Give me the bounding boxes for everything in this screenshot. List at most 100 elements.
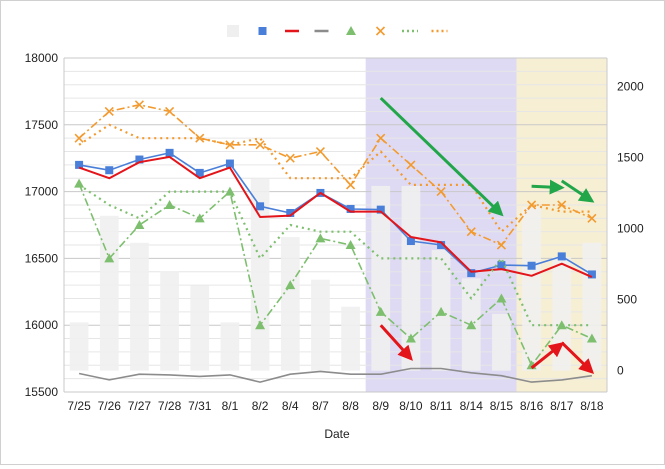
legend-bar-swatch [227,25,239,37]
triangle-marker [164,199,175,209]
triangle-marker [104,253,115,263]
green-trend-arrow [560,179,595,203]
series-line-gray-line [78,367,593,383]
green-trend-arrow [379,96,504,217]
x-marker [195,133,205,143]
square-marker [135,155,144,164]
square-marker [165,148,174,157]
square-marker [527,261,536,270]
series-line-close [78,152,593,276]
volume-bar [371,185,391,371]
square-marker [256,202,265,211]
volume-bar [311,279,330,371]
x-tick-label: 8/14 [460,399,484,413]
triangle-marker [496,293,507,303]
square-marker [346,204,355,213]
x-marker [436,187,446,197]
y2-tick-label: 500 [617,293,637,307]
x-marker [557,200,567,210]
x-tick-label: 8/16 [520,399,544,413]
series-line-ma-red [78,155,593,279]
legend [227,25,448,37]
triangle-marker [436,306,447,316]
x-marker [376,133,386,143]
y-tick-label: 16500 [25,251,59,265]
x-tick-label: 8/8 [342,399,359,413]
square-marker [467,269,476,278]
square-marker [376,205,385,214]
axes: 15500 16000 16500 17000 17500 18000 0 500 1000 15… [25,51,644,413]
y-tick-label: 17000 [25,185,59,199]
red-trend-arrow [530,342,565,370]
x-marker [74,133,84,143]
red-trend-arrow [560,341,595,375]
volume-bar [69,322,89,371]
x-marker [104,106,114,117]
x-tick-label: 7/27 [128,399,152,413]
square-marker [286,208,295,217]
x-marker [134,100,144,110]
x-tick-label: 8/7 [312,399,329,413]
x-marker [315,146,325,157]
y-tick-label: 16000 [25,318,59,332]
series-lines [74,100,597,383]
triangle-marker [586,333,597,343]
volume-bar [160,271,179,371]
gridlines [63,57,608,393]
x-marker [225,140,235,150]
y2-tick-label: 1000 [617,222,644,236]
volume-bar [492,313,511,371]
volume-bar [220,322,240,371]
x-marker [165,106,175,117]
y-tick-label: 18000 [25,51,59,65]
volume-bar [401,185,421,371]
x-marker [285,153,295,163]
square-marker [105,166,114,175]
y2-tick-label: 0 [617,364,624,378]
y2-tick-label: 1500 [617,150,644,164]
x-tick-label: 8/11 [430,399,453,413]
square-marker [195,168,204,177]
y-tick-label: 17500 [25,118,59,132]
square-marker [587,270,596,279]
triangle-marker [405,333,416,343]
x-marker [587,213,597,223]
red-trend-arrow [379,324,413,361]
triangle-marker [315,233,326,243]
x-marker [406,160,416,170]
x-tick-label: 8/17 [550,399,574,413]
square-marker [497,261,506,270]
triangle-marker [345,240,356,250]
volume-bar [130,242,149,371]
square-marker [75,160,84,169]
x-marker [466,227,476,237]
x-axis-title: Date [324,427,350,441]
legend-x-swatch [375,26,386,36]
green-trend-arrow [531,179,565,195]
triangle-marker [74,178,85,188]
x-marker [527,200,537,210]
x-tick-label: 8/2 [252,399,269,413]
square-marker [406,237,415,246]
x-marker [255,140,265,150]
x-tick-label: 8/18 [580,399,604,413]
triangle-marker [375,306,386,316]
x-tick-label: 7/28 [158,399,182,413]
triangle-marker [556,320,567,330]
volume-bar [341,306,360,371]
volume-bar [280,237,300,371]
x-tick-label: 8/4 [282,399,299,413]
volume-bar [582,242,602,371]
square-marker [225,159,234,168]
volume-bar [552,256,572,371]
legend-triangle-swatch [346,26,356,35]
legend-square-swatch [258,27,267,35]
y-tick-label: 15500 [25,385,59,399]
triangle-marker [194,213,205,223]
series-line-green-dotted [78,183,592,327]
x-marker [496,240,506,250]
x-tick-label: 8/9 [372,399,389,413]
volume-bar [190,285,210,371]
